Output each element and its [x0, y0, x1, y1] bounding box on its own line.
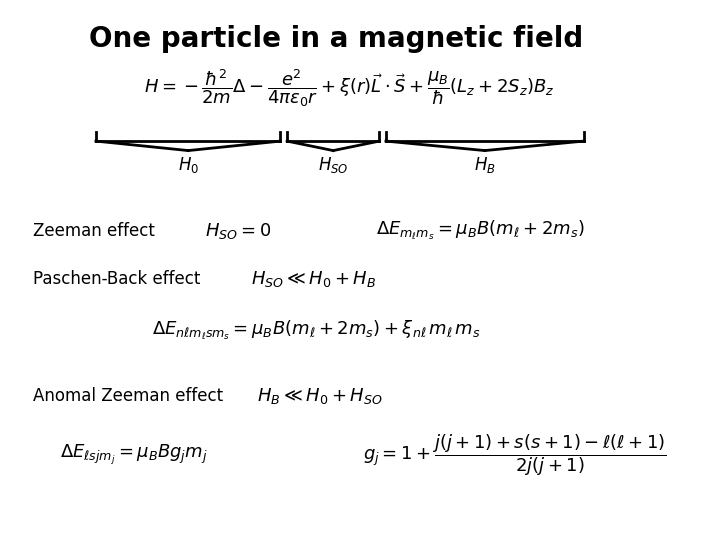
Text: $\Delta E_{m_{\ell}m_s} = \mu_B B(m_{\ell}+2m_s)$: $\Delta E_{m_{\ell}m_s} = \mu_B B(m_{\el…: [376, 219, 585, 242]
Text: $H_{SO} = 0$: $H_{SO} = 0$: [204, 220, 271, 240]
Text: $H_B$: $H_B$: [474, 155, 495, 175]
Text: One particle in a magnetic field: One particle in a magnetic field: [89, 25, 584, 53]
Text: $g_j = 1 + \dfrac{j(j+1)+s(s+1)-\ell(\ell+1)}{2j(j+1)}$: $g_j = 1 + \dfrac{j(j+1)+s(s+1)-\ell(\el…: [363, 433, 667, 478]
Text: Anomal Zeeman effect: Anomal Zeeman effect: [33, 387, 223, 405]
Text: Paschen-Back effect: Paschen-Back effect: [33, 271, 201, 288]
Text: $\Delta E_{n\ell m_{\ell} s m_s} = \mu_B B(m_{\ell}+2m_s)+\xi_{n\ell}\,m_{\ell}\: $\Delta E_{n\ell m_{\ell} s m_s} = \mu_B…: [152, 319, 481, 342]
Text: $H_{SO} \ll H_0 + H_B$: $H_{SO} \ll H_0 + H_B$: [251, 269, 377, 289]
Text: $H_{SO}$: $H_{SO}$: [318, 155, 348, 175]
Text: $\Delta E_{\ell s j m_j} = \mu_B B g_j m_j$: $\Delta E_{\ell s j m_j} = \mu_B B g_j m…: [60, 443, 207, 467]
Text: $H = -\dfrac{\hbar^{2}}{2m}\Delta - \dfrac{e^{2}}{4\pi\varepsilon_{0}r}+ \xi(r)\: $H = -\dfrac{\hbar^{2}}{2m}\Delta - \dfr…: [145, 68, 555, 110]
Text: $H_B \ll H_0 + H_{SO}$: $H_B \ll H_0 + H_{SO}$: [258, 386, 383, 406]
Text: Zeeman effect: Zeeman effect: [33, 221, 156, 240]
Text: $H_0$: $H_0$: [178, 155, 199, 175]
